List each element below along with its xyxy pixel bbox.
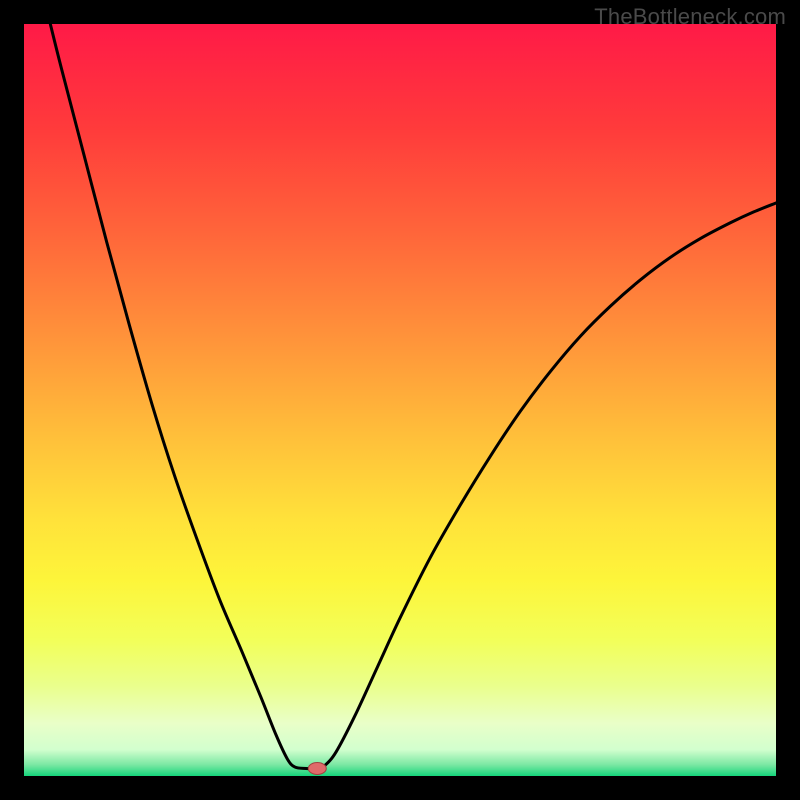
plot-background bbox=[24, 24, 776, 776]
bottleneck-chart bbox=[0, 0, 800, 800]
watermark-text: TheBottleneck.com bbox=[594, 4, 786, 30]
chart-container: TheBottleneck.com bbox=[0, 0, 800, 800]
optimal-point-marker bbox=[308, 762, 326, 774]
